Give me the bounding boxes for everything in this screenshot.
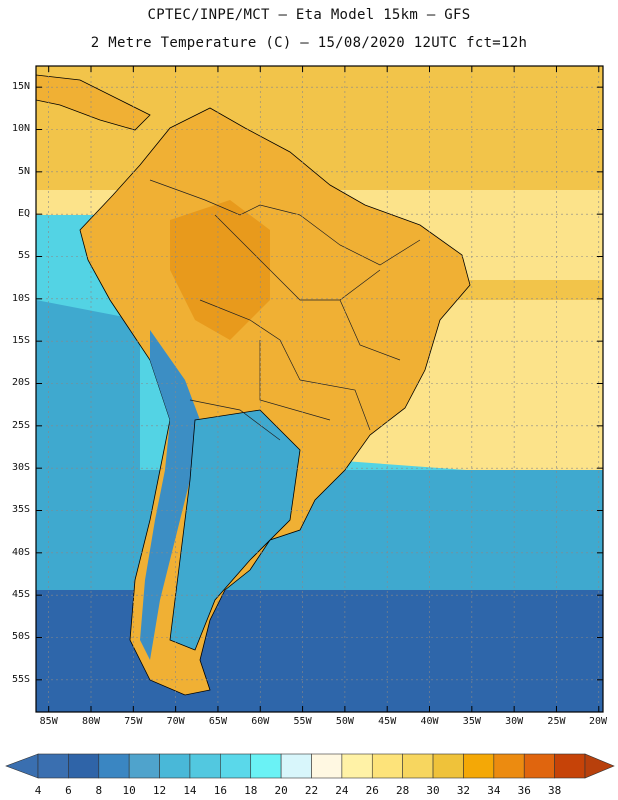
country-border-line bbox=[199, 299, 301, 381]
colorbar-swatch bbox=[68, 753, 100, 779]
country-border-line bbox=[214, 214, 381, 301]
colorbar-swatch bbox=[280, 753, 312, 779]
colorbar-label: 32 bbox=[456, 784, 471, 797]
longitude-label: 65W bbox=[208, 716, 227, 727]
longitude-label: 20W bbox=[588, 716, 608, 727]
colorbar-swatch bbox=[493, 753, 525, 779]
colorbar-swatch bbox=[341, 753, 373, 779]
colorbar-swatch bbox=[98, 753, 130, 779]
colorbar-label: 18 bbox=[244, 784, 258, 797]
colorbar-label: 36 bbox=[517, 784, 531, 797]
colorbar-label: 26 bbox=[365, 784, 379, 797]
longitude-label: 70W bbox=[166, 716, 185, 727]
latitude-label: 15N bbox=[11, 81, 30, 93]
colorbar-swatch bbox=[128, 753, 160, 779]
longitude-label: 50W bbox=[335, 716, 354, 727]
andes-cold-region bbox=[140, 330, 200, 660]
colorbar-label: 10 bbox=[122, 784, 136, 797]
map-ticks bbox=[36, 66, 603, 712]
colorbar-swatch bbox=[523, 753, 555, 779]
country-border-line bbox=[259, 340, 331, 421]
map-area bbox=[36, 66, 603, 712]
latitude-label: 15S bbox=[11, 335, 30, 347]
latitude-label: 10N bbox=[11, 123, 30, 135]
ocean-polar-band bbox=[36, 590, 603, 712]
latitude-label: 30S bbox=[11, 462, 30, 474]
latitude-label: 5N bbox=[17, 165, 30, 177]
longitude-label: 30W bbox=[505, 716, 524, 727]
colorbar-label: 6 bbox=[65, 784, 72, 797]
longitude-label: 75W bbox=[124, 716, 143, 727]
colorbar-swatch bbox=[159, 753, 191, 779]
longitude-label: 80W bbox=[81, 716, 101, 727]
colorbar-label: 4 bbox=[34, 784, 42, 797]
hot-interior-region bbox=[170, 200, 270, 340]
latitude-label: EQ bbox=[17, 208, 30, 220]
colorbar-swatch bbox=[402, 753, 434, 779]
latitude-label: 20S bbox=[11, 377, 30, 389]
country-border-line bbox=[189, 399, 281, 441]
southern-cone-cool-region bbox=[169, 409, 301, 651]
longitude-label: 25W bbox=[547, 716, 566, 727]
colorbar-label: 20 bbox=[274, 784, 288, 797]
colorbar-swatch bbox=[432, 753, 464, 779]
colorbar-low-arrow bbox=[5, 753, 39, 779]
colorbar-label: 16 bbox=[213, 784, 227, 797]
map-frame bbox=[35, 65, 604, 713]
longitude-label: 60W bbox=[251, 716, 270, 727]
latitude-label: 5S bbox=[17, 250, 30, 262]
latitude-label: 35S bbox=[11, 504, 30, 516]
colorbar-label: 24 bbox=[335, 784, 349, 797]
country-border-line bbox=[299, 379, 371, 431]
colorbar-swatch bbox=[371, 753, 403, 779]
colorbar-high-arrow bbox=[584, 753, 615, 779]
colorbar-swatch bbox=[463, 753, 495, 779]
colorbar-swatch bbox=[311, 753, 343, 779]
longitude-label: 40W bbox=[420, 716, 439, 727]
colorbar-swatch bbox=[37, 753, 69, 779]
colorbar-label: 34 bbox=[487, 784, 501, 797]
colorbar-swatch bbox=[220, 753, 252, 779]
colorbar-swatch bbox=[554, 753, 586, 779]
figure-title-line1: CPTEC/INPE/MCT – Eta Model 15km – GFS bbox=[147, 7, 471, 23]
colorbar-label: 14 bbox=[183, 784, 197, 797]
latitude-label: 45S bbox=[11, 589, 30, 601]
ocean-pacific-cold bbox=[36, 300, 140, 480]
country-border-line bbox=[299, 214, 421, 266]
colorbar-label: 8 bbox=[95, 784, 103, 797]
colorbar-label: 30 bbox=[426, 784, 440, 797]
latitude-label: 50S bbox=[11, 631, 30, 643]
latitude-label: 25S bbox=[11, 419, 30, 431]
latitude-label: 55S bbox=[11, 673, 30, 685]
colorbar-swatch bbox=[189, 753, 221, 779]
country-border-line bbox=[149, 179, 301, 216]
figure-title-line2: 2 Metre Temperature (C) – 15/08/2020 12U… bbox=[90, 35, 528, 51]
longitude-label: 35W bbox=[462, 716, 481, 727]
colorbar-label: 22 bbox=[304, 784, 319, 797]
central-america-land bbox=[36, 74, 151, 131]
longitude-label: 55W bbox=[293, 716, 312, 727]
latitude-label: 40S bbox=[11, 546, 30, 558]
latitude-label: 10S bbox=[11, 292, 30, 304]
longitude-label: 85W bbox=[39, 716, 58, 727]
colorbar-label: 12 bbox=[152, 784, 167, 797]
colorbar-label: 28 bbox=[396, 784, 410, 797]
longitude-label: 45W bbox=[378, 716, 397, 727]
country-borders bbox=[149, 179, 421, 441]
colorbar-swatch bbox=[250, 753, 282, 779]
country-border-line bbox=[339, 299, 401, 361]
colorbar bbox=[5, 753, 615, 779]
colorbar-label: 38 bbox=[547, 784, 562, 797]
